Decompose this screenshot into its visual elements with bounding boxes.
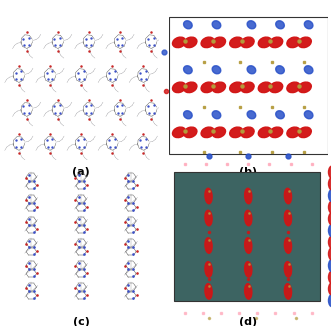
Ellipse shape <box>205 238 212 253</box>
Ellipse shape <box>184 21 192 29</box>
Ellipse shape <box>328 189 331 202</box>
Ellipse shape <box>245 238 252 253</box>
Ellipse shape <box>205 261 212 277</box>
Ellipse shape <box>258 82 272 93</box>
Ellipse shape <box>276 66 284 74</box>
Ellipse shape <box>212 127 225 138</box>
Ellipse shape <box>212 37 225 48</box>
Ellipse shape <box>241 82 254 93</box>
Ellipse shape <box>298 37 311 48</box>
Ellipse shape <box>328 201 331 214</box>
Ellipse shape <box>328 236 331 249</box>
Ellipse shape <box>304 111 313 119</box>
Text: (c): (c) <box>73 317 89 326</box>
Ellipse shape <box>184 127 197 138</box>
Ellipse shape <box>258 37 272 48</box>
Ellipse shape <box>328 282 331 295</box>
Ellipse shape <box>212 21 221 29</box>
Ellipse shape <box>269 82 283 93</box>
Ellipse shape <box>287 37 300 48</box>
Ellipse shape <box>247 66 256 74</box>
Ellipse shape <box>205 284 212 299</box>
Ellipse shape <box>304 21 313 29</box>
Ellipse shape <box>247 21 256 29</box>
Ellipse shape <box>212 66 221 74</box>
Ellipse shape <box>328 271 331 284</box>
Ellipse shape <box>184 66 192 74</box>
Ellipse shape <box>212 82 225 93</box>
Ellipse shape <box>184 111 192 119</box>
Ellipse shape <box>201 127 214 138</box>
Ellipse shape <box>230 82 243 93</box>
Ellipse shape <box>328 224 331 237</box>
Ellipse shape <box>304 66 313 74</box>
Ellipse shape <box>241 37 254 48</box>
Text: (b): (b) <box>239 167 257 177</box>
Ellipse shape <box>245 284 252 299</box>
Ellipse shape <box>276 111 284 119</box>
Ellipse shape <box>205 188 212 204</box>
Ellipse shape <box>184 82 197 93</box>
Ellipse shape <box>269 37 283 48</box>
Ellipse shape <box>284 261 292 277</box>
Ellipse shape <box>230 127 243 138</box>
Ellipse shape <box>328 259 331 272</box>
Ellipse shape <box>241 127 254 138</box>
Ellipse shape <box>328 213 331 225</box>
Ellipse shape <box>201 82 214 93</box>
Ellipse shape <box>287 82 300 93</box>
Ellipse shape <box>328 247 331 260</box>
Ellipse shape <box>245 261 252 277</box>
Text: (a): (a) <box>72 167 90 177</box>
Ellipse shape <box>298 127 311 138</box>
Ellipse shape <box>328 166 331 179</box>
Ellipse shape <box>284 210 292 226</box>
Ellipse shape <box>230 37 243 48</box>
Ellipse shape <box>276 21 284 29</box>
Ellipse shape <box>258 127 272 138</box>
Ellipse shape <box>247 111 256 119</box>
Ellipse shape <box>245 210 252 226</box>
Ellipse shape <box>172 37 186 48</box>
Ellipse shape <box>184 37 197 48</box>
Ellipse shape <box>328 177 331 190</box>
Ellipse shape <box>328 294 331 307</box>
Ellipse shape <box>172 127 186 138</box>
Ellipse shape <box>287 127 300 138</box>
Ellipse shape <box>284 238 292 253</box>
Ellipse shape <box>172 82 186 93</box>
Ellipse shape <box>245 188 252 204</box>
Ellipse shape <box>269 127 283 138</box>
FancyBboxPatch shape <box>173 172 320 301</box>
Ellipse shape <box>201 37 214 48</box>
Text: (d): (d) <box>239 317 257 326</box>
Ellipse shape <box>284 188 292 204</box>
Ellipse shape <box>298 82 311 93</box>
Ellipse shape <box>205 210 212 226</box>
Ellipse shape <box>212 111 221 119</box>
Ellipse shape <box>284 284 292 299</box>
